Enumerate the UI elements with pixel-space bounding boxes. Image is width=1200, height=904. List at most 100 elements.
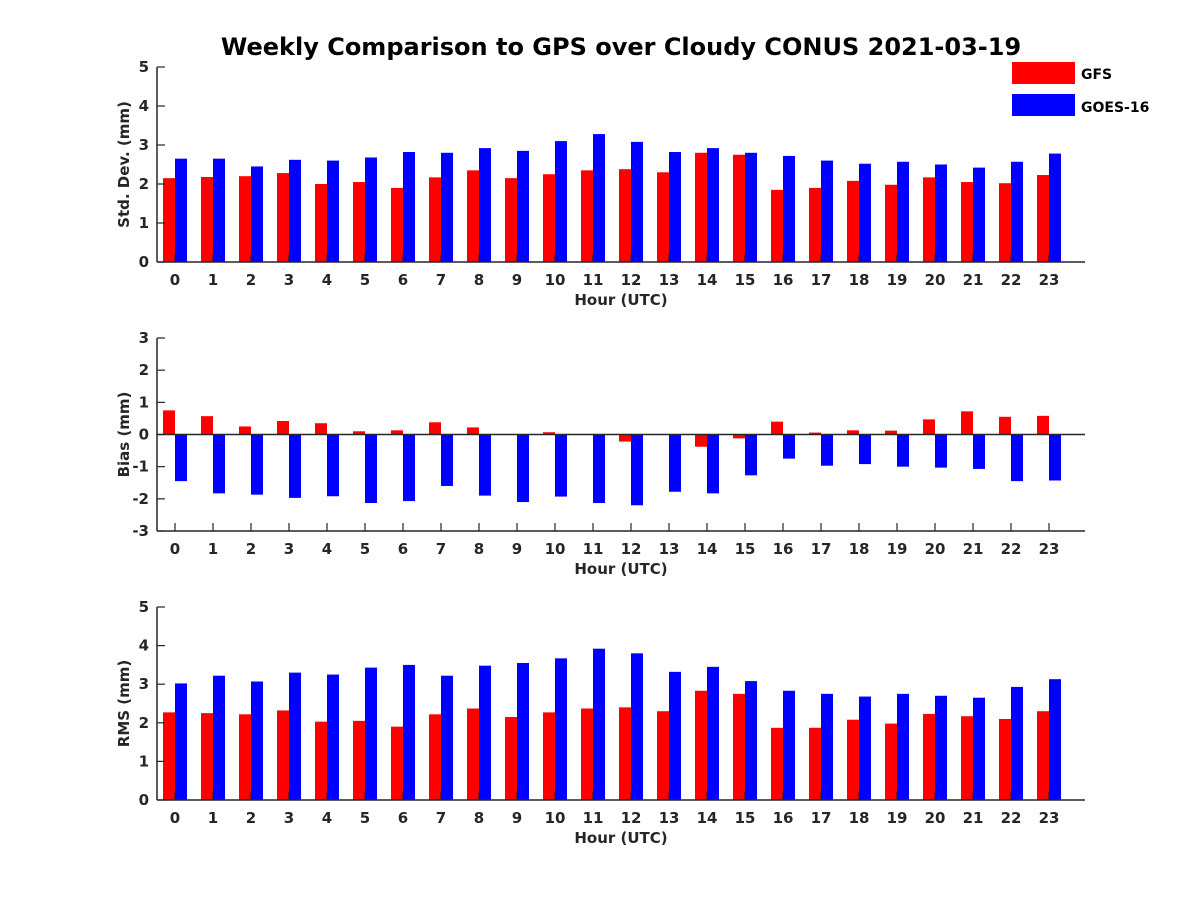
bias-x-tick-label: 5 xyxy=(360,540,370,558)
stddev-bar-goes16-18 xyxy=(859,164,871,262)
bias-x-tick-label: 0 xyxy=(170,540,180,558)
rms-bar-goes16-9 xyxy=(517,663,529,800)
rms-bar-goes16-20 xyxy=(935,696,947,800)
bias-x-tick-label: 9 xyxy=(512,540,522,558)
bias-y-tick-label: -1 xyxy=(132,458,149,476)
rms-bar-goes16-11 xyxy=(593,649,605,800)
rms-y-tick-label: 0 xyxy=(139,791,149,809)
legend-swatch-goes16 xyxy=(1012,94,1075,116)
stddev-bar-gfs-18 xyxy=(847,181,859,262)
stddev-bar-gfs-16 xyxy=(771,190,783,262)
bias-bar-goes16-14 xyxy=(707,435,719,494)
legend: GFS GOES-16 xyxy=(1012,62,1149,116)
bias-bar-goes16-19 xyxy=(897,435,909,467)
rms-bar-goes16-19 xyxy=(897,694,909,800)
bias-x-tick-label: 2 xyxy=(246,540,256,558)
stddev-x-tick-label: 17 xyxy=(811,271,832,289)
bias-x-tick-label: 20 xyxy=(925,540,946,558)
bias-x-tick-label: 6 xyxy=(398,540,408,558)
stddev-x-axis-label: Hour (UTC) xyxy=(574,291,667,309)
stddev-y-tick-label: 1 xyxy=(139,214,149,232)
stddev-bar-gfs-4 xyxy=(315,184,327,262)
stddev-bar-goes16-4 xyxy=(327,161,339,262)
bias-x-tick-label: 22 xyxy=(1001,540,1022,558)
bias-bar-gfs-2 xyxy=(239,426,251,434)
bias-bar-gfs-20 xyxy=(923,419,935,434)
bias-bar-gfs-16 xyxy=(771,422,783,435)
stddev-bar-gfs-3 xyxy=(277,173,289,262)
rms-bar-gfs-22 xyxy=(999,719,1011,800)
bias-bar-goes16-2 xyxy=(251,435,263,495)
stddev-bar-gfs-0 xyxy=(163,178,175,262)
rms-x-tick-label: 11 xyxy=(583,809,604,827)
stddev-y-tick-label: 3 xyxy=(139,136,149,154)
stddev-bar-goes16-23 xyxy=(1049,154,1061,262)
bias-bar-goes16-1 xyxy=(213,435,225,494)
bias-bar-goes16-7 xyxy=(441,435,453,486)
rms-bar-goes16-8 xyxy=(479,666,491,800)
stddev-bar-gfs-9 xyxy=(505,178,517,262)
bias-y-tick-label: -2 xyxy=(132,490,149,508)
bias-bar-goes16-11 xyxy=(593,435,605,504)
bias-bar-goes16-3 xyxy=(289,435,301,498)
rms-bar-goes16-23 xyxy=(1049,679,1061,800)
bias-bar-goes16-10 xyxy=(555,435,567,497)
stddev-bar-gfs-7 xyxy=(429,177,441,262)
rms-x-tick-label: 23 xyxy=(1039,809,1060,827)
stddev-y-tick-label: 4 xyxy=(139,97,149,115)
stddev-bar-gfs-13 xyxy=(657,172,669,262)
rms-bar-gfs-1 xyxy=(201,713,213,800)
rms-bar-goes16-17 xyxy=(821,694,833,800)
rms-bar-gfs-21 xyxy=(961,716,973,800)
rms-x-tick-label: 14 xyxy=(697,809,718,827)
bias-bar-goes16-21 xyxy=(973,435,985,469)
stddev-bar-goes16-1 xyxy=(213,159,225,262)
rms-bar-gfs-16 xyxy=(771,728,783,800)
stddev-bar-gfs-6 xyxy=(391,188,403,262)
rms-bar-gfs-0 xyxy=(163,712,175,800)
rms-bar-gfs-23 xyxy=(1037,711,1049,800)
rms-bar-gfs-10 xyxy=(543,712,555,800)
stddev-x-tick-label: 13 xyxy=(659,271,680,289)
bias-y-tick-label: 1 xyxy=(139,393,149,411)
stddev-bar-goes16-17 xyxy=(821,161,833,262)
bias-x-tick-label: 13 xyxy=(659,540,680,558)
rms-y-tick-label: 4 xyxy=(139,637,149,655)
rms-x-tick-label: 15 xyxy=(735,809,756,827)
stddev-bar-gfs-21 xyxy=(961,182,973,262)
stddev-bar-gfs-14 xyxy=(695,153,707,262)
bias-x-tick-label: 4 xyxy=(322,540,332,558)
rms-x-tick-label: 2 xyxy=(246,809,256,827)
bias-x-tick-label: 11 xyxy=(583,540,604,558)
bias-x-tick-label: 8 xyxy=(474,540,484,558)
stddev-bar-gfs-10 xyxy=(543,174,555,262)
rms-x-tick-label: 12 xyxy=(621,809,642,827)
legend-label-goes16: GOES-16 xyxy=(1081,100,1149,116)
rms-bar-gfs-15 xyxy=(733,694,745,800)
rms-bar-gfs-18 xyxy=(847,720,859,800)
stddev-bar-gfs-19 xyxy=(885,185,897,262)
stddev-bar-goes16-3 xyxy=(289,160,301,262)
stddev-x-tick-label: 4 xyxy=(322,271,332,289)
bias-x-tick-label: 16 xyxy=(773,540,794,558)
rms-bar-goes16-1 xyxy=(213,676,225,800)
rms-bar-gfs-20 xyxy=(923,714,935,800)
stddev-x-tick-label: 1 xyxy=(208,271,218,289)
bias-bar-goes16-9 xyxy=(517,435,529,503)
stddev-bar-goes16-16 xyxy=(783,156,795,262)
bias-x-tick-label: 12 xyxy=(621,540,642,558)
bias-bar-goes16-17 xyxy=(821,435,833,466)
rms-bar-goes16-21 xyxy=(973,698,985,800)
rms-bar-gfs-4 xyxy=(315,722,327,800)
stddev-bar-gfs-8 xyxy=(467,170,479,262)
stddev-bar-gfs-15 xyxy=(733,155,745,262)
rms-bar-goes16-22 xyxy=(1011,687,1023,800)
bias-bar-goes16-4 xyxy=(327,435,339,497)
rms-bar-gfs-14 xyxy=(695,691,707,800)
bias-x-tick-label: 18 xyxy=(849,540,870,558)
bias-bar-gfs-1 xyxy=(201,416,213,434)
stddev-x-tick-label: 0 xyxy=(170,271,180,289)
